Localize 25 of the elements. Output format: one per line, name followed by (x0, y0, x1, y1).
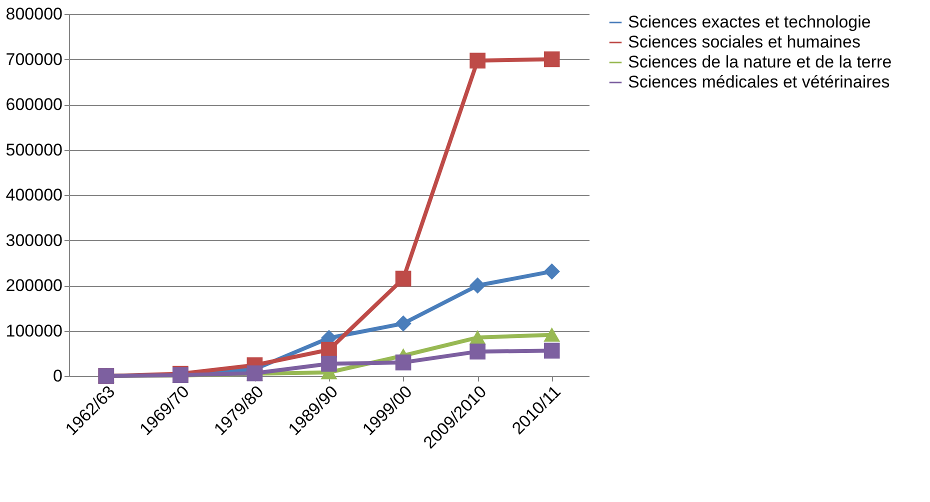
y-tick-label: 400000 (6, 186, 62, 204)
y-tick-label: 100000 (6, 321, 62, 340)
legend-label: Sciences de la nature et de la terre (628, 52, 892, 72)
point (470, 278, 486, 294)
point (395, 316, 412, 332)
point (470, 52, 486, 69)
point (544, 342, 560, 359)
y-tick-label: 300000 (6, 230, 62, 250)
point (395, 270, 412, 287)
y-tick-label: 600000 (6, 95, 62, 114)
point (470, 344, 486, 360)
legend-label: Sciences exactes et technologie (628, 12, 871, 32)
point (544, 51, 560, 68)
point (321, 356, 337, 372)
y-tick-label: 200000 (6, 276, 62, 295)
point (544, 328, 560, 342)
y-tick-label: 500000 (6, 140, 62, 160)
point (321, 342, 337, 358)
legend-label: Sciences médicales et vétérinaires (628, 72, 890, 92)
y-tick-label: 800000 (6, 4, 62, 24)
point (395, 354, 412, 370)
y-tick-label: 700000 (6, 50, 62, 69)
legend-label: Sciences sociales et humaines (628, 32, 860, 52)
point (544, 264, 560, 280)
y-tick-label: 0 (53, 366, 62, 386)
